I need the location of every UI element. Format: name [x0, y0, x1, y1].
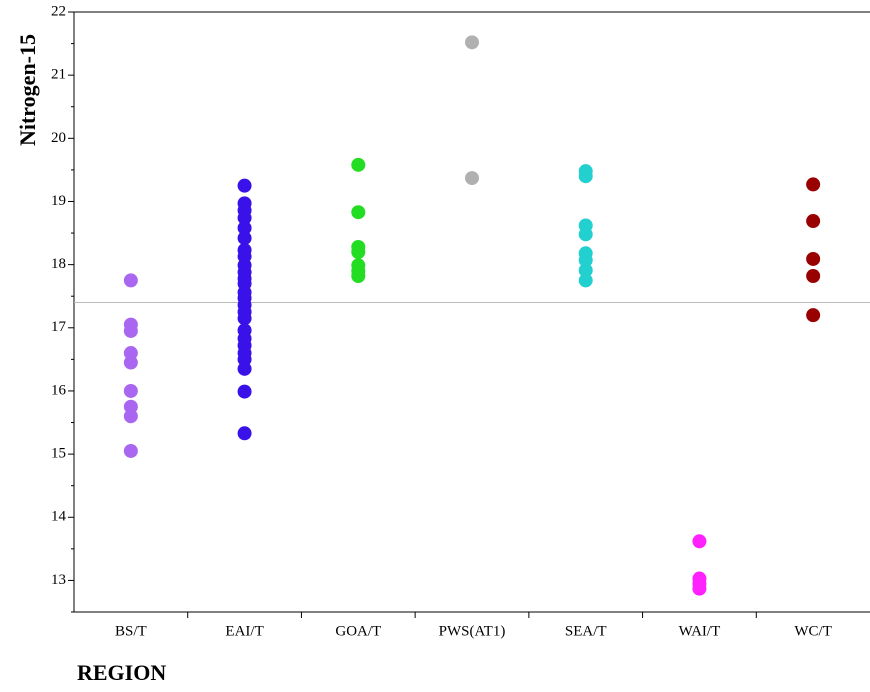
dot [351, 205, 366, 220]
dot [237, 210, 252, 225]
dot [237, 426, 252, 441]
dot [237, 221, 252, 235]
dot [578, 263, 593, 278]
x-tick-label: SEA/T [565, 623, 607, 639]
dot [806, 214, 821, 229]
x-tick-label: WAI/T [679, 623, 721, 639]
dot [237, 231, 252, 246]
dot [578, 169, 593, 184]
y-tick-label: 16 [51, 382, 67, 398]
x-tick-label: BS/T [115, 623, 147, 639]
y-tick-label: 14 [51, 509, 67, 525]
dot [237, 178, 252, 193]
dot [351, 269, 366, 283]
y-tick-label: 20 [51, 130, 66, 146]
x-tick-label: WC/T [794, 623, 832, 639]
y-tick-label: 21 [51, 67, 66, 83]
x-tick-label: EAI/T [225, 623, 263, 639]
dot [578, 253, 593, 268]
dot [465, 35, 479, 50]
dot [578, 227, 593, 242]
dot [237, 384, 252, 399]
dot [351, 245, 366, 259]
dot [123, 409, 138, 424]
dot [351, 157, 366, 172]
y-tick-label: 15 [51, 446, 66, 462]
y-tick-label: 17 [51, 319, 67, 335]
dot [806, 177, 821, 192]
y-tick-label: 19 [51, 193, 66, 209]
dot [237, 311, 252, 326]
dot [123, 273, 138, 288]
x-tick-label: PWS(AT1) [439, 623, 506, 639]
y-tick-label: 18 [51, 256, 66, 272]
y-tick-label: 22 [51, 3, 66, 19]
dot [123, 383, 138, 398]
dot [806, 269, 821, 283]
y-axis-title: Nitrogen-15 [15, 34, 40, 146]
dot [806, 308, 821, 323]
dot [123, 355, 138, 370]
x-axis-title: REGION [77, 660, 166, 685]
dot [806, 251, 821, 266]
dot [465, 171, 479, 186]
dot [237, 361, 252, 376]
x-tick-label: GOA/T [335, 623, 381, 639]
dot [123, 443, 138, 458]
dot [692, 534, 707, 549]
y-tick-label: 13 [51, 572, 66, 588]
dot [578, 273, 593, 288]
dot [692, 581, 707, 596]
dot [123, 323, 138, 338]
